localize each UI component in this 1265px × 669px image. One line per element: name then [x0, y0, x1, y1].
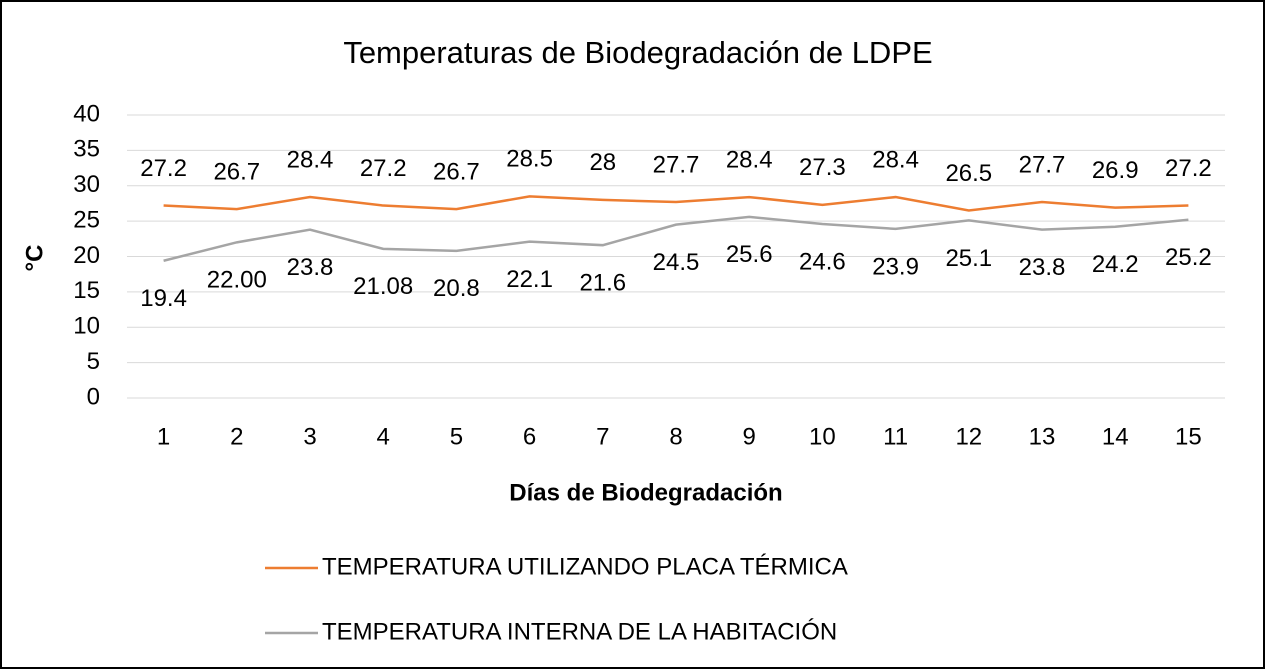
series-line [163, 195, 1189, 212]
data-label: 27.7 [653, 151, 700, 178]
data-label: 28.4 [287, 146, 334, 173]
y-tick-label: 0 [87, 383, 100, 410]
x-tick-label: 10 [809, 423, 836, 450]
x-tick-label: 11 [883, 423, 908, 450]
data-label: 28.4 [872, 146, 919, 173]
data-label: 22.00 [207, 267, 267, 294]
data-label: 27.3 [799, 154, 846, 181]
data-label: 28.4 [726, 146, 773, 173]
data-label: 24.2 [1092, 251, 1139, 278]
data-label: 21.6 [579, 270, 626, 297]
y-tick-label: 25 [73, 206, 100, 233]
data-label: 24.5 [653, 249, 700, 276]
y-tick-label: 15 [73, 277, 100, 304]
data-label: 27.7 [1019, 151, 1066, 178]
y-tick-label: 20 [73, 242, 100, 269]
x-tick-label: 14 [1102, 423, 1129, 450]
x-tick-label: 4 [377, 423, 390, 450]
x-tick-label: 12 [955, 423, 982, 450]
x-axis-label: Días de Biodegradación [509, 479, 782, 506]
data-label: 26.7 [213, 158, 260, 185]
data-label: 23.9 [872, 253, 919, 280]
data-label: 21.08 [353, 273, 413, 300]
data-label: 28.5 [506, 146, 553, 173]
data-label: 25.2 [1165, 244, 1212, 271]
x-tick-label: 2 [230, 423, 243, 450]
x-tick-label: 5 [450, 423, 463, 450]
y-tick-label: 35 [73, 136, 100, 163]
data-label: 24.6 [799, 248, 846, 275]
y-tick-label: 40 [73, 100, 100, 127]
chart-title: Temperaturas de Biodegradación de LDPE [343, 35, 932, 70]
data-label: 20.8 [433, 275, 480, 302]
data-label: 25.6 [726, 241, 773, 268]
legend-label: TEMPERATURA UTILIZANDO PLACA TÉRMICA [322, 553, 848, 580]
y-tick-label: 5 [87, 348, 100, 375]
legend-label: TEMPERATURA INTERNA DE LA HABITACIÓN [322, 618, 837, 645]
series-line [163, 215, 1189, 262]
x-tick-label: 8 [669, 423, 682, 450]
data-label: 25.1 [945, 245, 992, 272]
data-label: 27.2 [360, 155, 407, 182]
data-label: 26.5 [945, 160, 992, 187]
x-tick-label: 3 [303, 423, 316, 450]
y-axis-label: °C [21, 245, 48, 272]
x-tick-label: 1 [157, 423, 170, 450]
data-label: 27.2 [1165, 155, 1212, 182]
data-label: 26.9 [1092, 157, 1139, 184]
x-tick-label: 15 [1175, 423, 1202, 450]
data-label: 19.4 [140, 285, 187, 312]
data-label: 22.1 [506, 266, 553, 293]
x-tick-label: 13 [1029, 423, 1056, 450]
data-label: 23.8 [1019, 254, 1066, 281]
y-tick-label: 30 [73, 171, 100, 198]
data-label: 28 [589, 149, 616, 176]
x-tick-label: 7 [596, 423, 609, 450]
data-label: 23.8 [287, 254, 334, 281]
data-label: 26.7 [433, 158, 480, 185]
y-tick-label: 10 [73, 313, 100, 340]
x-tick-label: 9 [743, 423, 756, 450]
data-label: 27.2 [140, 155, 187, 182]
x-tick-label: 6 [523, 423, 536, 450]
